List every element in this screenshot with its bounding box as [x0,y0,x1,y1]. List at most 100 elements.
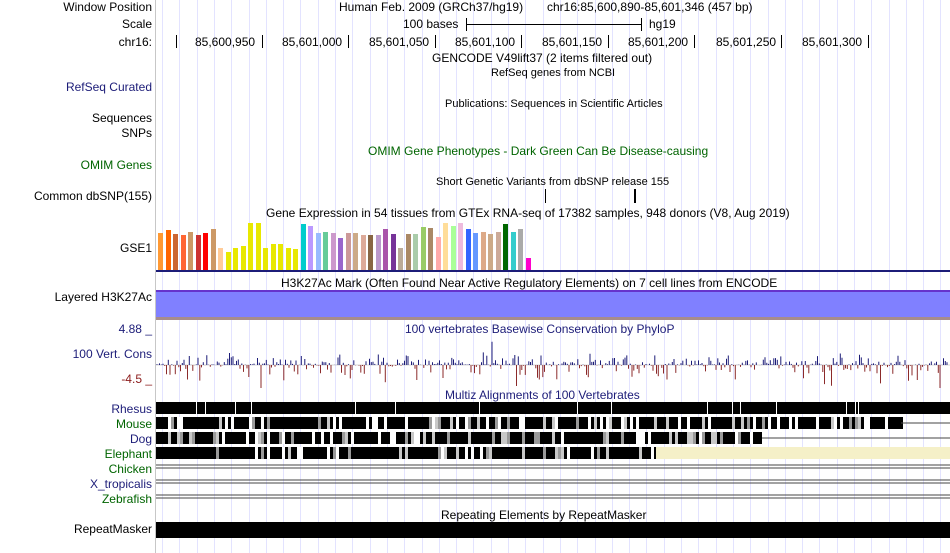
omim-track-label[interactable]: OMIM Genes [80,158,152,172]
gtex-tissue-bar[interactable] [495,232,501,270]
species-label-chicken[interactable]: Chicken [108,462,152,476]
gtex-tissue-bar[interactable] [173,234,178,270]
snp-mark[interactable] [634,189,636,203]
elephant-alignment-block [534,447,537,459]
gtex-tissue-bar[interactable] [480,232,486,270]
gtex-tissue-bar[interactable] [390,234,396,270]
gtex-tissue-bar[interactable] [158,233,163,270]
rhesus-alignment-gap [355,402,356,414]
dog-alignment-block [660,432,663,444]
species-label-xtropicalis[interactable]: X_tropicalis [89,477,152,491]
multiz-track-title[interactable]: Multiz Alignments of 100 Vertebrates [445,388,640,402]
repeatmasker-track-label[interactable]: RepeatMasker [73,522,152,536]
dog-alignment-block [219,432,222,444]
gtex-tissue-bar[interactable] [503,224,508,270]
sequences-track-label[interactable]: Sequences [91,111,152,125]
gtex-tissue-bar[interactable] [525,258,531,270]
mouse-alignment-block [609,417,612,429]
publications-track-title[interactable]: Publications: Sequences in Scientific Ar… [445,98,663,110]
gtex-tissue-bar[interactable] [180,235,186,270]
gtex-tissue-bar[interactable] [308,226,313,270]
gtex-tissue-bar[interactable] [233,248,238,270]
gtex-tissue-bar[interactable] [398,248,403,270]
multiz-alignment[interactable] [156,402,950,507]
gtex-tissue-bar[interactable] [510,232,516,270]
species-label-elephant[interactable]: Elephant [104,447,152,461]
gtex-tissue-bar[interactable] [263,248,268,270]
gtex-tissue-bar[interactable] [353,233,358,270]
dog-alignment-block [687,432,690,444]
dog-alignment-block [630,432,633,444]
gtex-tissue-bar[interactable] [165,230,171,270]
gtex-tissue-bar[interactable] [435,237,441,270]
gtex-tissue-bar[interactable] [383,229,388,270]
dog-alignment-block [744,432,747,444]
gtex-tissue-bar[interactable] [338,238,343,270]
elephant-alignment-block [252,447,255,459]
gtex-tissue-bar[interactable] [405,234,411,270]
phylop-track-label[interactable]: 100 Vert. Cons [72,347,152,361]
gtex-tissue-bar[interactable] [323,232,328,270]
gtex-tissue-bar[interactable] [218,248,223,270]
gtex-tissue-bar[interactable] [330,233,336,270]
dbsnp-track-title[interactable]: Short Genetic Variants from dbSNP releas… [436,176,670,188]
gtex-tissue-bar[interactable] [375,235,381,270]
gtex-tissue-bar[interactable] [368,235,373,270]
gtex-tissue-bar[interactable] [278,244,283,270]
gtex-tissue-bar[interactable] [210,229,216,270]
h3k27ac-track-label[interactable]: Layered H3K27Ac [54,290,152,304]
gtex-tissue-bar[interactable] [465,229,471,270]
species-label-rhesus[interactable]: Rhesus [111,402,152,416]
dbsnp-track-label[interactable]: Common dbSNP(155) [33,189,152,203]
gtex-tissue-bar[interactable] [315,233,321,270]
elephant-alignment-block [348,447,351,459]
gtex-tissue-bar[interactable] [345,233,351,270]
gtex-tissue-bar[interactable] [195,235,201,270]
mouse-alignment-block [198,417,201,429]
dog-alignment-block [255,432,258,444]
species-label-mouse[interactable]: Mouse [115,417,152,431]
snp-mark[interactable] [545,189,546,203]
repeatmasker-element[interactable] [156,522,950,538]
gtex-tissue-bar[interactable] [188,232,193,270]
dog-alignment-block [702,432,705,444]
mouse-alignment-block [756,417,759,429]
gtex-tissue-bar[interactable] [300,224,306,270]
gtex-tissue-bar[interactable] [458,223,463,270]
repeatmasker-track-title[interactable]: Repeating Elements by RepeatMasker [441,508,647,522]
phylop-track-title[interactable]: 100 vertebrates Basewise Conservation by… [405,322,675,336]
h3k27ac-track-title[interactable]: H3K27Ac Mark (Often Found Near Active Re… [281,276,778,290]
phylop-plot[interactable] [156,338,950,388]
gtex-tissue-bar[interactable] [203,233,208,270]
snps-track-label[interactable]: SNPs [121,126,152,140]
gtex-tissue-bar[interactable] [248,223,253,270]
gtex-tissue-bar[interactable] [473,233,478,270]
gtex-tissue-bar[interactable] [443,223,448,270]
gtex-tissue-bar[interactable] [285,248,291,270]
refseq-track-label[interactable]: RefSeq Curated [65,80,152,94]
dog-alignment-block [537,432,540,444]
species-label-dog[interactable]: Dog [129,432,152,446]
gtex-tissue-bar[interactable] [360,235,366,270]
h3k27ac-signal[interactable] [156,290,950,320]
gtex-tissue-bar[interactable] [420,227,426,270]
dog-alignment-block [618,432,621,444]
gtex-tissue-bar[interactable] [450,226,456,270]
gtex-tissue-bar[interactable] [270,244,276,270]
gtex-tissue-bar[interactable] [225,252,231,270]
gtex-tissue-bar[interactable] [413,234,418,270]
gtex-tissue-bar[interactable] [240,246,246,270]
gtex-track-title[interactable]: Gene Expression in 54 tissues from GTEx … [266,206,790,220]
species-label-zebrafish[interactable]: Zebrafish [101,492,152,506]
gencode-track-title[interactable]: GENCODE V49lift37 (2 items filtered out) [432,51,653,65]
gtex-bar-chart[interactable] [156,222,950,270]
gtex-tissue-bar[interactable] [488,234,493,270]
gtex-tissue-bar[interactable] [293,249,298,270]
refseq-track-title[interactable]: RefSeq genes from NCBI [491,67,616,79]
omim-track-title[interactable]: OMIM Gene Phenotypes - Dark Green Can Be… [368,144,709,158]
gtex-tissue-bar[interactable] [428,228,433,270]
gtex-track-label[interactable]: GSE1 [119,241,152,255]
gtex-tissue-bar[interactable] [255,223,261,270]
elephant-alignment-block [255,447,258,459]
gtex-tissue-bar[interactable] [518,229,523,270]
